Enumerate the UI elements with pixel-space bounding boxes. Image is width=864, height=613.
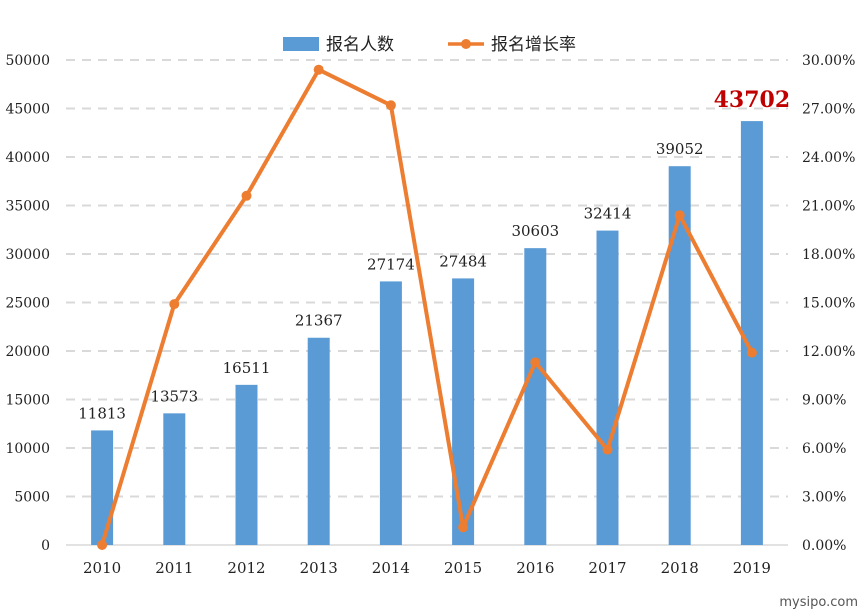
bar (596, 230, 619, 545)
gridlines (66, 59, 788, 498)
x-axis-category-label: 2016 (516, 559, 554, 577)
right-axis-ticks: 0.00% 3.00% 6.00% 9.00% 12.00% 15.00% 18.00% 21… (802, 53, 855, 554)
legend-line-label: 报名增长率 (491, 35, 576, 55)
line-point (97, 540, 108, 550)
left-tick-label: 30000 (5, 247, 50, 263)
x-axis-category-label: 2017 (588, 559, 626, 577)
x-axis-categories: 2010 2011 2012 2013 2014 2015 2016 2017 2018 2019 (83, 559, 771, 577)
bar-data-label: 27174 (367, 255, 415, 273)
bar (668, 166, 691, 545)
x-axis-category-label: 2013 (300, 559, 338, 577)
right-tick-label: 3.00% (802, 490, 846, 506)
right-tick-label: 0.00% (802, 538, 846, 554)
bar (740, 121, 763, 545)
bar (307, 337, 330, 545)
left-tick-label: 25000 (5, 296, 50, 312)
bar (235, 384, 258, 545)
line-point (746, 347, 757, 358)
bar-data-label: 27484 (439, 252, 487, 270)
line-series (97, 64, 757, 550)
bar-data-labels: 11813 13573 16511 21367 27174 27484 30603 32414… (78, 87, 790, 422)
left-tick-label: 0 (41, 538, 50, 554)
bar (91, 430, 114, 545)
bar-data-label: 21367 (295, 312, 343, 330)
right-tick-label: 6.00% (802, 441, 846, 457)
bar-data-label: 13573 (150, 387, 198, 405)
legend-bar-label: 报名人数 (326, 35, 394, 55)
x-axis-category-label: 2019 (733, 559, 771, 577)
right-tick-label: 21.00% (802, 199, 855, 215)
watermark: mysipo.com (779, 595, 858, 610)
bar-data-label: 39052 (656, 140, 704, 158)
left-axis-ticks: 0 5000 10000 15000 20000 25000 30000 35000 40000… (5, 53, 50, 554)
right-tick-label: 18.00% (802, 247, 855, 263)
line-point (241, 190, 252, 201)
legend-bar-swatch (283, 37, 319, 51)
right-tick-label: 15.00% (802, 296, 855, 312)
bar (524, 248, 547, 546)
line-point (385, 100, 396, 111)
x-axis-category-label: 2014 (372, 559, 410, 577)
left-tick-label: 15000 (5, 393, 50, 409)
x-axis-category-label: 2015 (444, 559, 482, 577)
line-point (602, 444, 613, 455)
left-tick-label: 35000 (5, 199, 50, 215)
left-tick-label: 20000 (5, 344, 50, 360)
growth-line (100, 67, 754, 546)
left-tick-label: 50000 (5, 53, 50, 69)
line-point (313, 64, 324, 75)
legend-line-marker (461, 39, 471, 49)
right-tick-label: 9.00% (802, 393, 846, 409)
bar-data-label: 16511 (223, 359, 271, 377)
left-tick-label: 45000 (5, 102, 50, 118)
x-axis-category-label: 2012 (227, 559, 265, 577)
line-point (674, 210, 685, 221)
left-tick-label: 5000 (14, 490, 50, 506)
right-tick-label: 30.00% (802, 53, 855, 69)
x-axis-category-label: 2010 (83, 559, 121, 577)
bar-data-label-highlight: 43702 (714, 87, 791, 113)
line-point (530, 357, 541, 368)
left-tick-label: 10000 (5, 441, 50, 457)
right-tick-label: 24.00% (802, 150, 855, 166)
bar (452, 278, 475, 545)
x-axis-category-label: 2018 (661, 559, 699, 577)
bar-series (91, 121, 763, 546)
bar (163, 413, 186, 545)
line-point (169, 299, 180, 310)
bar-data-label: 11813 (78, 404, 126, 422)
x-axis-category-label: 2011 (155, 559, 193, 577)
left-tick-label: 40000 (5, 150, 50, 166)
right-tick-label: 27.00% (802, 102, 855, 118)
bar-data-label: 32414 (584, 205, 632, 223)
line-point (458, 522, 469, 533)
legend: 报名人数 报名增长率 (283, 35, 576, 55)
bar-data-label: 30603 (511, 222, 559, 240)
bar (379, 281, 402, 545)
right-tick-label: 12.00% (802, 344, 855, 360)
